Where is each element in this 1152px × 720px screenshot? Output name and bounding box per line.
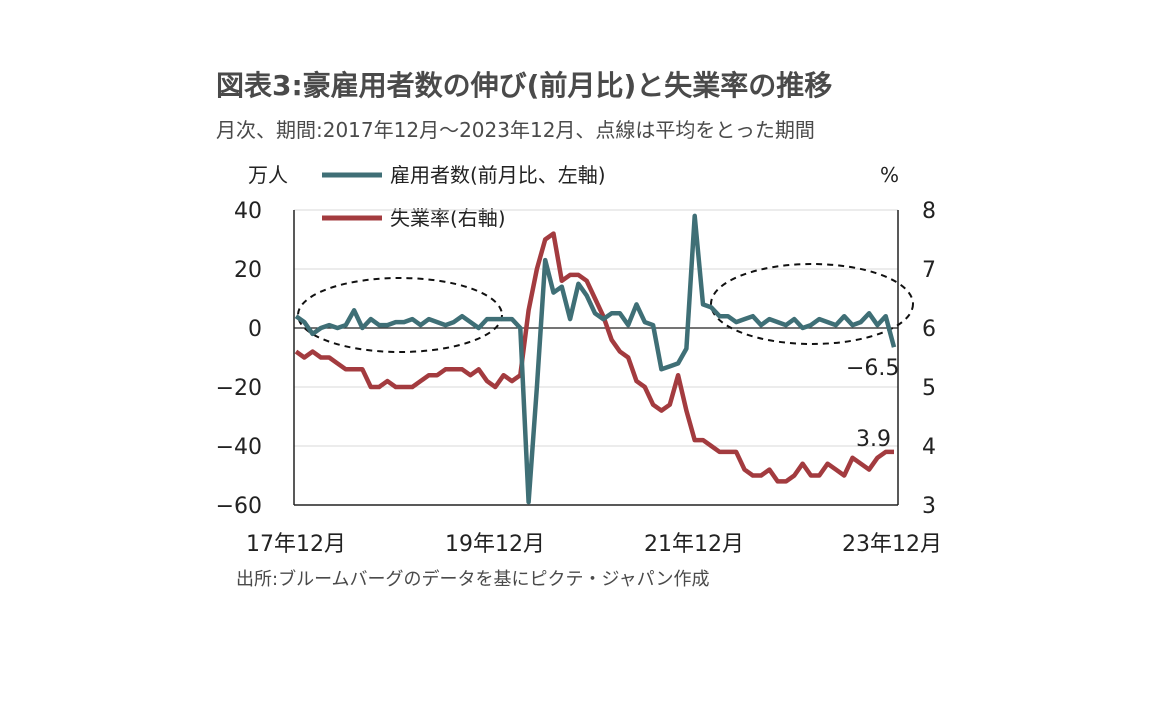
average-period-ellipse-left [297,277,503,353]
left-unit-label: 万人 [248,163,288,187]
x-tick-label: 21年12月 [644,532,744,557]
source-note: 出所:ブルームバーグのデータを基にピクテ・ジャパン作成 [236,569,710,590]
right-tick-label: 6 [922,317,936,342]
right-tick-label: 3 [922,494,936,519]
left-tick-label: −20 [216,376,262,401]
right-tick-label: 8 [922,199,936,224]
left-tick-label: 40 [234,199,262,224]
series-line-unemployment [294,231,894,484]
left-tick-label: −40 [216,435,262,460]
right-tick-label: 5 [922,376,936,401]
x-tick-label: 19年12月 [445,532,545,557]
x-tick-label: 23年12月 [842,532,942,557]
average-period-ellipse-right [710,263,914,345]
annotation-last-unemployment: 3.9 [856,427,891,452]
chart-subtitle: 月次、期間:2017年12月～2023年12月、点線は平均をとった期間 [216,118,815,142]
right-unit-label: % [880,163,899,187]
left-tick-label: 20 [234,258,262,283]
x-tick-label: 17年12月 [246,532,346,557]
series-line-employment [294,213,897,505]
chart-title: 図表3:豪雇用者数の伸び(前月比)と失業率の推移 [216,69,833,102]
right-tick-label: 7 [922,258,936,283]
left-tick-label: 0 [248,317,262,342]
left-tick-label: −60 [216,494,262,519]
right-tick-label: 4 [922,435,936,460]
legend-label-employment: 雇用者数(前月比、左軸) [390,163,606,187]
annotation-last-employment: −6.5 [846,356,899,381]
